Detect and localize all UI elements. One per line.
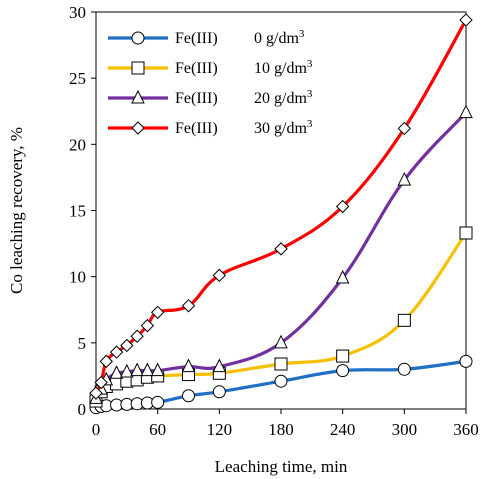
series-3 <box>89 13 473 400</box>
data-point <box>181 358 196 373</box>
legend-marker <box>131 61 145 75</box>
legend-label: Fe(III) <box>175 90 218 107</box>
legend-marker <box>131 121 145 135</box>
data-point <box>109 365 124 379</box>
data-point <box>94 375 108 390</box>
data-point <box>397 313 411 327</box>
legend-label: Fe(III) <box>175 120 218 137</box>
legend: Fe(III) 0 g/dm3 Fe(III) 10 g/dm3 Fe(III) 20 g… <box>108 28 313 137</box>
legend-value: 20 g/dm3 <box>254 88 313 107</box>
legend-marker <box>131 31 145 45</box>
y-tick-label: 0 <box>78 400 87 419</box>
y-tick-label: 15 <box>69 202 86 221</box>
x-tick-label: 120 <box>207 420 233 439</box>
x-tick-label: 240 <box>330 420 356 439</box>
x-tick-label: 300 <box>392 420 418 439</box>
data-point <box>335 269 350 284</box>
data-point <box>89 386 103 400</box>
data-point <box>336 349 350 363</box>
data-point <box>151 395 165 409</box>
data-point <box>459 104 473 119</box>
data-point <box>150 305 165 320</box>
data-point <box>274 374 288 388</box>
legend-entry: Fe(III) 10 g/dm3 <box>108 58 313 77</box>
x-tick-label: 360 <box>453 420 479 439</box>
data-point <box>397 362 411 376</box>
legend-value: 30 g/dm3 <box>254 118 313 137</box>
series-2 <box>89 104 473 404</box>
data-point <box>335 199 350 214</box>
x-tick-label: 60 <box>149 420 166 439</box>
legend-label: Fe(III) <box>175 60 218 77</box>
data-point <box>120 363 134 378</box>
data-point <box>274 334 288 349</box>
data-point <box>140 362 155 377</box>
data-point <box>150 362 165 377</box>
y-tick-label: 20 <box>69 135 86 154</box>
y-tick-label: 25 <box>69 69 86 88</box>
legend-entry: Fe(III) 20 g/dm3 <box>108 88 313 107</box>
data-point <box>182 389 195 403</box>
data-point <box>99 354 113 369</box>
data-point <box>130 362 144 377</box>
legend-entry: Fe(III) 0 g/dm3 <box>108 28 305 47</box>
data-point <box>212 385 226 399</box>
legend-marker <box>131 89 145 104</box>
data-point <box>212 268 227 283</box>
legend-entry: Fe(III) 30 g/dm3 <box>108 118 313 137</box>
data-point <box>397 171 412 186</box>
data-point <box>459 354 473 368</box>
x-tick-label: 180 <box>268 420 294 439</box>
data-point <box>336 364 350 378</box>
y-tick-label: 10 <box>69 268 86 287</box>
y-tick-label: 5 <box>78 334 87 353</box>
data-point <box>181 299 196 313</box>
x-tick-label: 0 <box>92 420 101 439</box>
data-point <box>274 242 288 256</box>
data-point <box>459 226 473 240</box>
data-point <box>109 345 124 359</box>
data-point <box>212 358 227 373</box>
series-layer <box>89 13 473 415</box>
legend-value: 0 g/dm3 <box>254 28 305 47</box>
data-point <box>120 338 134 353</box>
legend-value: 10 g/dm3 <box>254 58 313 77</box>
data-point <box>140 318 155 333</box>
data-point <box>130 329 144 343</box>
x-axis-title: Leaching time, min <box>215 457 348 476</box>
legend-label: Fe(III) <box>175 30 218 47</box>
y-axis-title: Co leaching recovery, % <box>7 127 26 294</box>
data-point <box>397 121 412 136</box>
y-tick-label: 30 <box>69 3 86 22</box>
data-point <box>459 13 473 27</box>
data-point <box>274 357 288 371</box>
